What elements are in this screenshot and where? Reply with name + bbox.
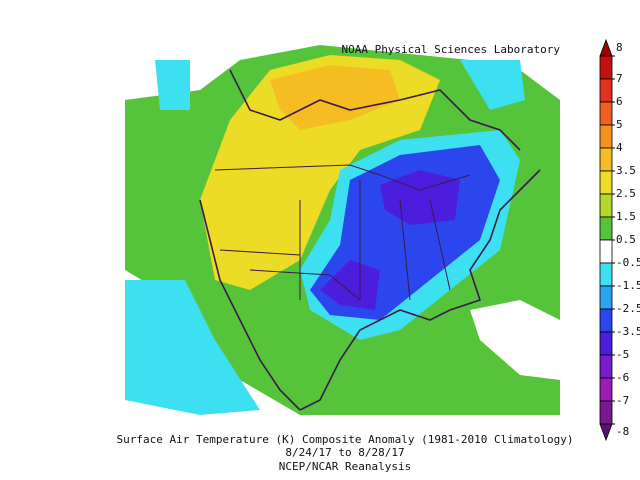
colorbar-segment — [599, 101, 613, 126]
anomaly-field-cyan — [125, 280, 260, 415]
coastline — [199, 169, 541, 411]
data-source: NCEP/NCAR Reanalysis — [279, 460, 411, 473]
colorbar-label: 1.5 — [616, 210, 636, 223]
date-range: 8/24/17 to 8/28/17 — [285, 446, 404, 459]
colorbar-segment — [599, 193, 613, 218]
colorbar-end — [599, 38, 613, 57]
border — [214, 164, 471, 301]
colorbar-segment — [599, 147, 613, 172]
colorbar-segment — [599, 400, 613, 425]
colorbar-segment — [599, 308, 613, 333]
colorbar-label: 7 — [616, 72, 623, 85]
colorbar-segment — [599, 262, 613, 287]
colorbar-label: 6 — [616, 95, 623, 108]
anomaly-field-cyan — [460, 60, 525, 110]
colorbar-segment — [599, 285, 613, 310]
colorbar-segment — [599, 124, 613, 149]
colorbar: 8 7 6 5 4 3.5 2.5 1.5 0.5 -0.5 -1.5 -2.5 -3.5 -5 -6 -7 -… — [599, 38, 640, 442]
colorbar-segment — [599, 239, 613, 264]
anomaly-field-orange — [270, 65, 400, 130]
colorbar-label: -5 — [616, 348, 629, 361]
colorbar-segment — [599, 170, 613, 195]
colorbar-label: 5 — [616, 118, 623, 131]
colorbar-segment — [599, 216, 613, 241]
colorbar-segment — [599, 78, 613, 103]
colorbar-label: -6 — [616, 371, 629, 384]
colorbar-label: -8 — [616, 425, 629, 438]
colorbar-label: -0.5 — [616, 256, 640, 269]
colorbar-label: -2.5 — [616, 302, 640, 315]
colorbar-label: 4 — [616, 141, 623, 154]
anomaly-field-cyan — [155, 60, 190, 110]
anomaly-field-purple — [320, 260, 380, 310]
colorbar-label: 3.5 — [616, 164, 636, 177]
anomaly-field-white — [470, 300, 560, 380]
colorbar-end — [599, 423, 613, 442]
colorbar-label: 0.5 — [616, 233, 636, 246]
colorbar-segment — [599, 377, 613, 402]
colorbar-label: -1.5 — [616, 279, 640, 292]
colorbar-label: 8 — [616, 41, 623, 54]
colorbar-segment — [599, 55, 613, 80]
coastline — [229, 69, 521, 151]
map-title: Surface Air Temperature (K) Composite An… — [117, 433, 574, 446]
colorbar-segment — [599, 331, 613, 356]
anomaly-map — [125, 45, 560, 415]
credit: NOAA Physical Sciences Laboratory — [341, 43, 560, 56]
colorbar-segment — [599, 354, 613, 379]
colorbar-label: 2.5 — [616, 187, 636, 200]
colorbar-label: -7 — [616, 394, 629, 407]
colorbar-label: -3.5 — [616, 325, 640, 338]
